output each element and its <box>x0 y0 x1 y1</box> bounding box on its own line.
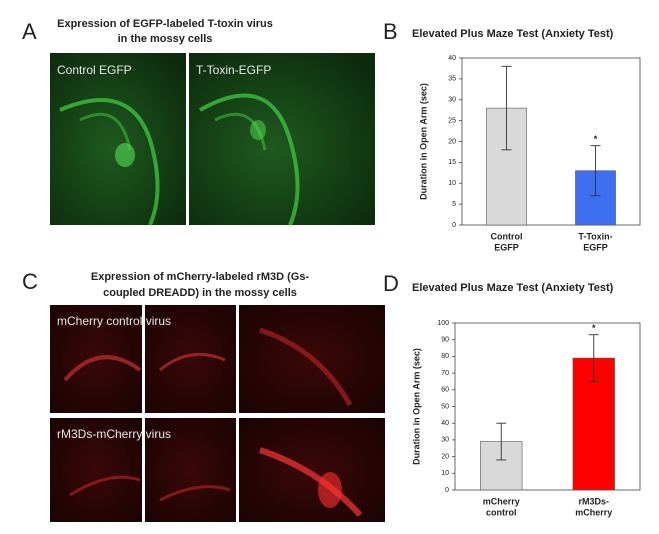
y-tick-label: 30 <box>441 437 449 444</box>
panel-letter: D <box>383 271 399 296</box>
panel-letter: C <box>22 269 38 294</box>
error-bar <box>501 65 512 151</box>
panel-letter: B <box>383 19 398 44</box>
error-bar <box>496 422 507 461</box>
y-tick-label: 35 <box>448 76 456 83</box>
image-label: T-Toxin-EGFP <box>196 63 271 77</box>
panel-title: coupled DREADD) in the mossy cells <box>103 287 297 299</box>
micrograph-green <box>50 53 375 226</box>
x-tick-label: Control <box>491 231 523 241</box>
image-label: rM3Ds-mCherry virus <box>57 427 171 441</box>
y-axis-label: Duration in Open Arm (sec) <box>411 348 421 465</box>
x-tick-label: rM3Ds- <box>578 496 609 506</box>
panel-letter: A <box>22 19 37 44</box>
x-tick-label: EGFP <box>583 242 608 252</box>
x-tick-label: EGFP <box>494 242 519 252</box>
x-tick-label: mCherry <box>575 507 612 517</box>
y-tick-label: 90 <box>441 337 449 344</box>
y-tick-label: 40 <box>448 55 456 62</box>
error-bar <box>588 334 599 382</box>
y-tick-label: 70 <box>441 370 449 377</box>
chart-title: Elevated Plus Maze Test (Anxiety Test) <box>412 28 614 40</box>
significance-mark: * <box>594 134 598 144</box>
x-tick-label: mCherry <box>483 496 520 506</box>
y-tick-label: 10 <box>441 470 449 477</box>
y-tick-label: 50 <box>441 403 449 410</box>
image-label: Control EGFP <box>57 63 132 77</box>
y-tick-label: 25 <box>448 117 456 124</box>
y-tick-label: 5 <box>452 201 456 208</box>
y-tick-label: 40 <box>441 420 449 427</box>
panel-title: in the mossy cells <box>118 33 213 45</box>
x-tick-label: control <box>486 507 517 517</box>
y-tick-label: 30 <box>448 97 456 104</box>
y-axis-label: Duration in Open Arm (sec) <box>418 83 428 200</box>
y-tick-label: 60 <box>441 387 449 394</box>
y-tick-label: 15 <box>448 159 456 166</box>
y-tick-label: 10 <box>448 180 456 187</box>
micrograph-red <box>50 305 385 522</box>
y-tick-label: 0 <box>452 222 456 229</box>
error-bar <box>590 145 601 197</box>
y-tick-label: 0 <box>445 487 449 494</box>
panel-title: Expression of mCherry-labeled rM3D (Gs- <box>91 271 310 283</box>
significance-mark: * <box>592 323 596 333</box>
panel-title: Expression of EGFP-labeled T-toxin virus <box>57 18 273 30</box>
y-tick-label: 100 <box>437 320 449 327</box>
y-tick-label: 20 <box>448 138 456 145</box>
chart-title: Elevated Plus Maze Test (Anxiety Test) <box>412 282 614 294</box>
y-tick-label: 20 <box>441 453 449 460</box>
x-tick-label: T-Toxin- <box>578 231 612 241</box>
image-label: mCherry control virus <box>57 314 171 328</box>
y-tick-label: 80 <box>441 353 449 360</box>
